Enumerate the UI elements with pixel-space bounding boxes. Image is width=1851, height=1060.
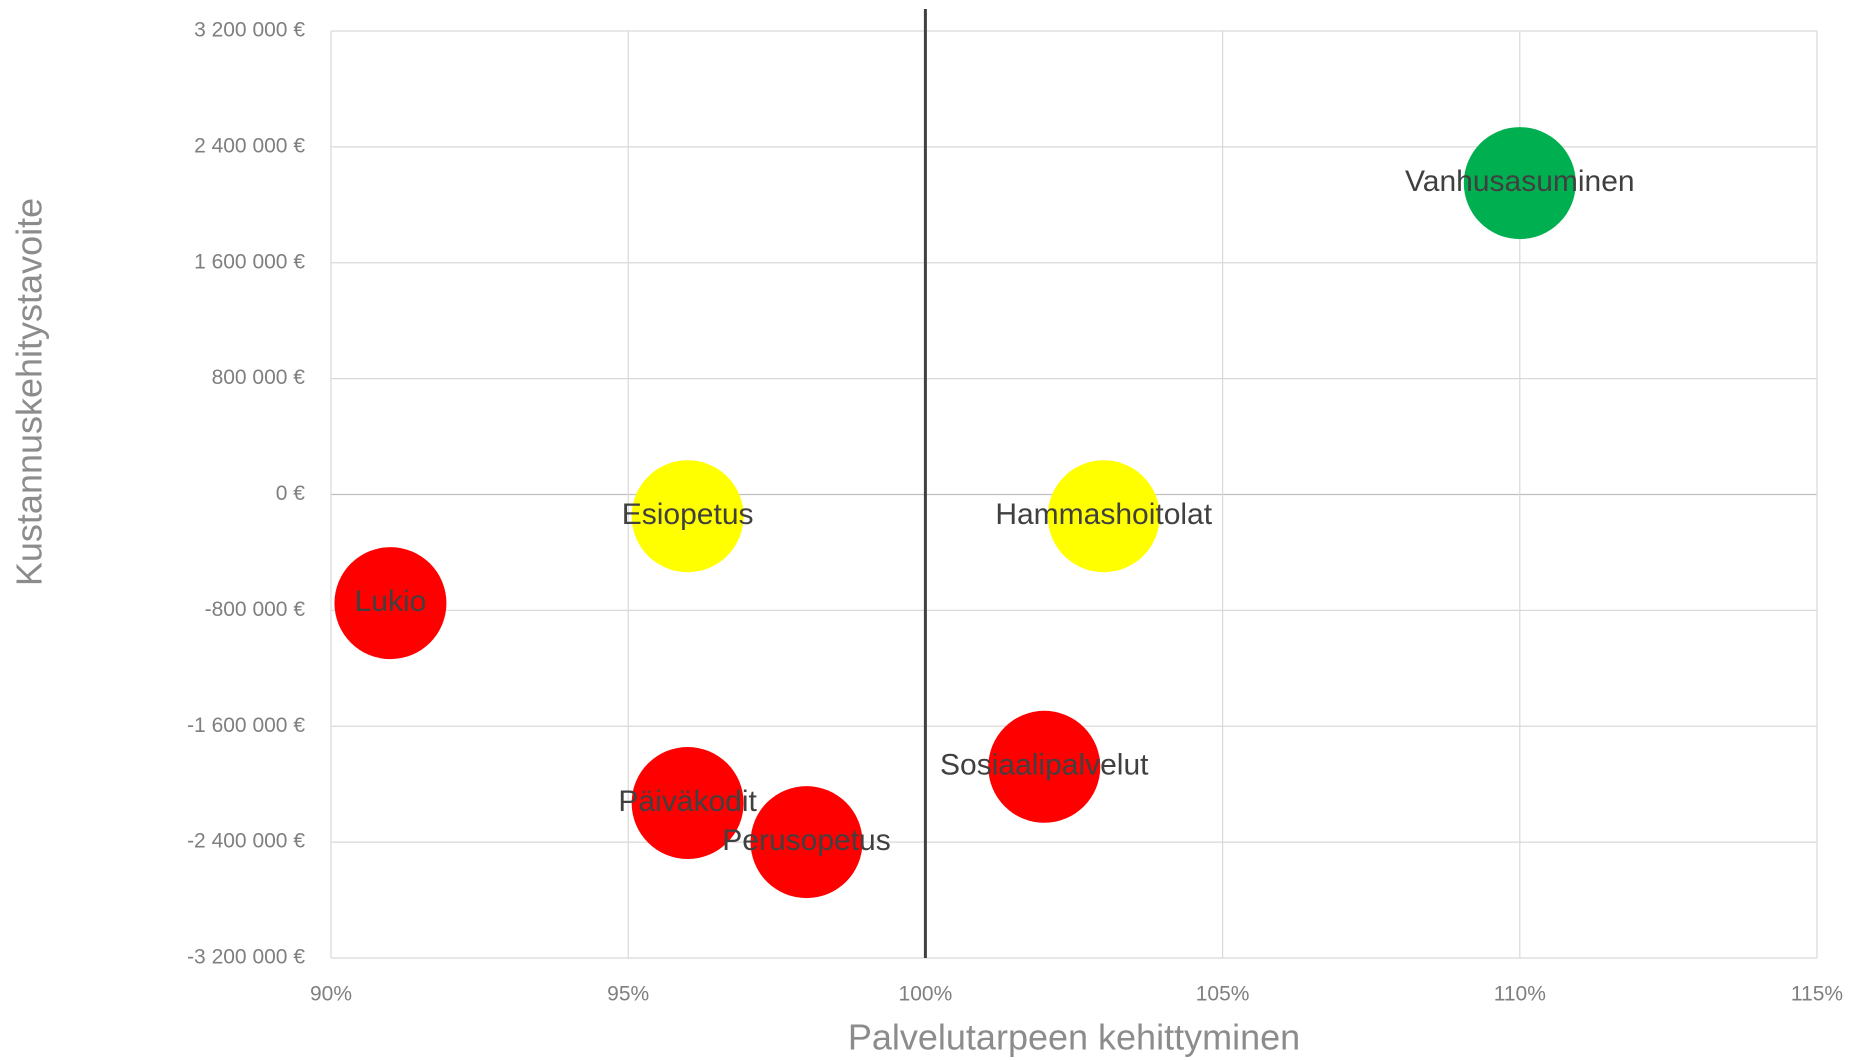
x-tick-label: 115% — [1791, 983, 1843, 1006]
x-tick-label: 95% — [607, 983, 649, 1006]
y-axis-title: Kustannuskehitystavoite — [9, 198, 50, 586]
y-tick-label: -800 000 € — [205, 598, 306, 621]
y-tick-label: -1 600 000 € — [187, 714, 305, 737]
x-axis-title: Palvelutarpeen kehittyminen — [848, 1017, 1300, 1058]
bubble — [1463, 127, 1576, 240]
data-label: Esiopetus — [622, 498, 754, 531]
bubble — [631, 460, 744, 573]
data-label: Perusopetus — [722, 824, 890, 857]
x-tick-label: 90% — [310, 983, 352, 1006]
bubble — [631, 747, 744, 860]
data-label: Sosiaalipalvelut — [940, 749, 1149, 782]
bubble — [750, 786, 863, 899]
y-tick-label: 0 € — [276, 482, 306, 505]
bubble — [1047, 460, 1160, 573]
y-tick-label: 800 000 € — [212, 366, 306, 389]
y-tick-label: 2 400 000 € — [194, 134, 305, 157]
data-label: Lukio — [355, 585, 427, 618]
x-tick-label: 105% — [1196, 983, 1250, 1006]
x-tick-label: 110% — [1494, 983, 1546, 1006]
bubble — [988, 710, 1101, 823]
y-tick-label: -2 400 000 € — [187, 830, 305, 853]
data-label: Hammashoitolat — [995, 498, 1212, 531]
x-tick-label: 100% — [899, 983, 953, 1006]
data-label: Päiväkodit — [618, 785, 757, 818]
y-tick-label: 3 200 000 € — [194, 19, 305, 42]
y-tick-label: 1 600 000 € — [194, 250, 305, 273]
y-tick-label: -3 200 000 € — [187, 946, 305, 969]
bubble — [334, 547, 447, 660]
data-label: Vanhusasuminen — [1405, 165, 1635, 198]
